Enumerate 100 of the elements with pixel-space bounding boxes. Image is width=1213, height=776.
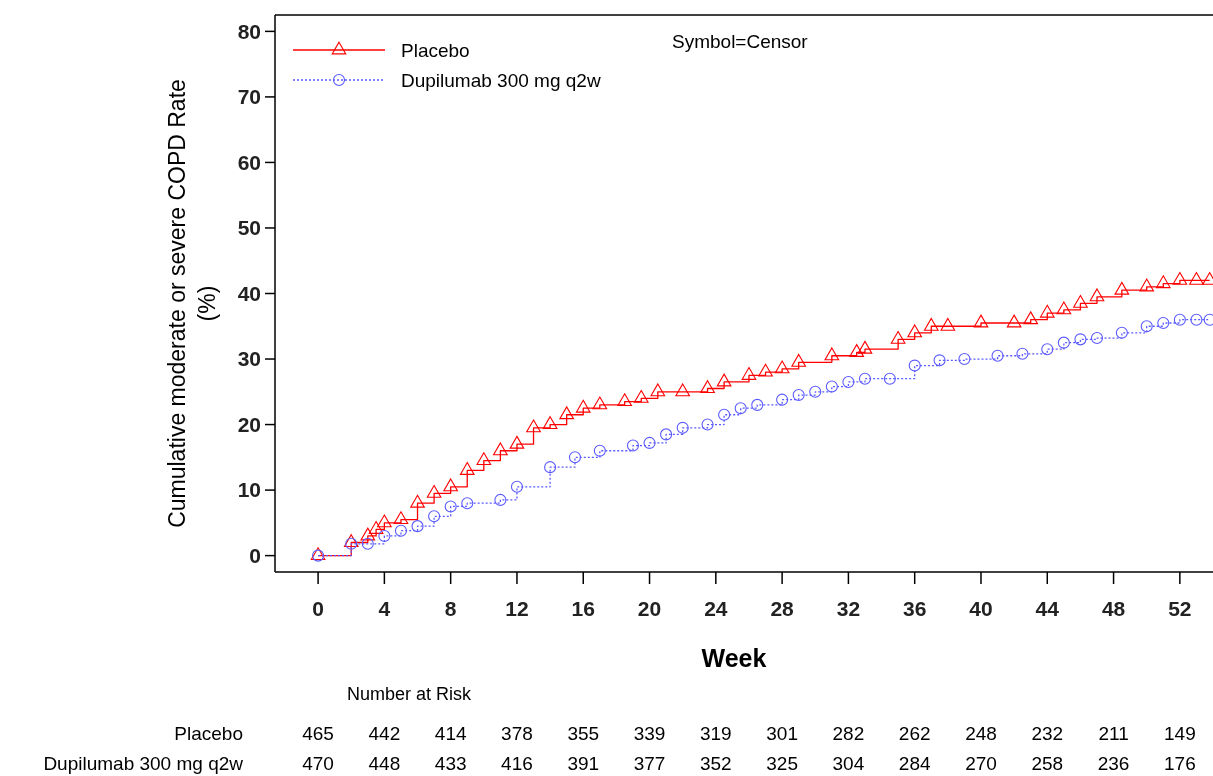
point: [700, 380, 715, 393]
text: 442: [368, 723, 401, 744]
point: [776, 393, 789, 406]
text: 325: [766, 753, 798, 774]
point: [650, 383, 666, 397]
point: [1073, 294, 1088, 308]
x-tick-label: 44: [1035, 597, 1060, 620]
text: 301: [766, 723, 798, 744]
point: [1074, 333, 1087, 346]
point: [857, 340, 873, 354]
point: [1173, 313, 1186, 326]
point: [1172, 272, 1188, 285]
text: Placebo: [174, 723, 243, 744]
point: [526, 419, 541, 433]
point: [368, 521, 384, 534]
point: [940, 317, 956, 331]
x-tick-label: 0: [312, 597, 324, 620]
x-tick-label: 36: [903, 597, 927, 620]
text: 416: [501, 753, 533, 774]
x-tick-label: 52: [1168, 597, 1192, 620]
text: 378: [501, 723, 533, 744]
point: [394, 524, 407, 537]
text: 236: [1097, 753, 1130, 774]
point: [476, 452, 492, 466]
point: [1189, 272, 1204, 285]
y-tick-label: 70: [237, 85, 261, 109]
y-tick-label: 0: [249, 543, 261, 567]
point: [825, 380, 838, 393]
point: [791, 353, 807, 367]
text: 391: [567, 753, 600, 774]
point: [716, 373, 732, 387]
text: 355: [567, 723, 600, 744]
text: 448: [368, 753, 401, 774]
point: [1057, 336, 1070, 349]
x-tick-label: 32: [836, 597, 861, 620]
point: [883, 372, 896, 385]
point: [542, 416, 558, 430]
text: 465: [302, 723, 334, 744]
point: [676, 421, 689, 434]
text: 248: [965, 723, 997, 744]
point: [643, 436, 656, 449]
y-tick-label: 10: [237, 478, 261, 502]
point: [751, 398, 764, 411]
point: [443, 478, 459, 492]
x-tick-label: 12: [505, 597, 529, 620]
point: [377, 514, 392, 528]
point: [774, 360, 790, 374]
point: [1157, 316, 1170, 330]
text: 262: [898, 723, 931, 744]
point: [459, 462, 475, 475]
text: 232: [1031, 723, 1064, 744]
text: 149: [1164, 723, 1196, 744]
point: [858, 372, 872, 385]
text: 176: [1164, 753, 1196, 774]
point: [890, 330, 906, 344]
point: [792, 389, 805, 402]
point: [411, 520, 424, 533]
point: [1190, 313, 1203, 326]
point: [718, 408, 731, 421]
point: [575, 399, 591, 413]
text: 211: [1098, 723, 1129, 744]
point: [734, 402, 747, 415]
point: [593, 444, 606, 457]
text: 319: [699, 723, 732, 744]
x-tick-label: 4: [378, 597, 391, 620]
point: [809, 385, 822, 398]
text: 352: [699, 753, 732, 774]
point: [360, 527, 376, 541]
point: [1090, 332, 1104, 345]
point: [393, 511, 409, 525]
point: [849, 344, 865, 357]
y-tick-label: 20: [237, 412, 261, 436]
point: [923, 317, 939, 331]
point: [461, 497, 474, 510]
point: [1115, 326, 1128, 339]
x-tick-label: 8: [444, 597, 457, 620]
y-tick-label: 30: [237, 347, 261, 371]
point: [568, 451, 582, 464]
point: [1041, 343, 1054, 356]
text: 339: [633, 723, 666, 744]
text: 304: [832, 753, 865, 774]
x-tick-label: 48: [1101, 597, 1126, 620]
text: 282: [832, 723, 865, 744]
text: 433: [434, 753, 467, 774]
point: [1016, 347, 1029, 360]
point: [824, 347, 840, 361]
point: [1056, 301, 1072, 315]
x-tick-label: 20: [637, 597, 662, 620]
text: Dupilumab 300 mg q2w: [43, 753, 244, 774]
point: [1114, 281, 1130, 295]
point: [509, 435, 525, 449]
y-tick-label: 40: [237, 281, 261, 305]
x-tick-label: 40: [969, 597, 993, 620]
text: 470: [302, 753, 334, 774]
point: [544, 461, 557, 474]
point: [660, 428, 673, 441]
point: [701, 418, 714, 431]
legend-label: Dupilumab 300 mg q2w: [401, 69, 601, 91]
point: [510, 480, 524, 493]
point: [633, 389, 649, 403]
